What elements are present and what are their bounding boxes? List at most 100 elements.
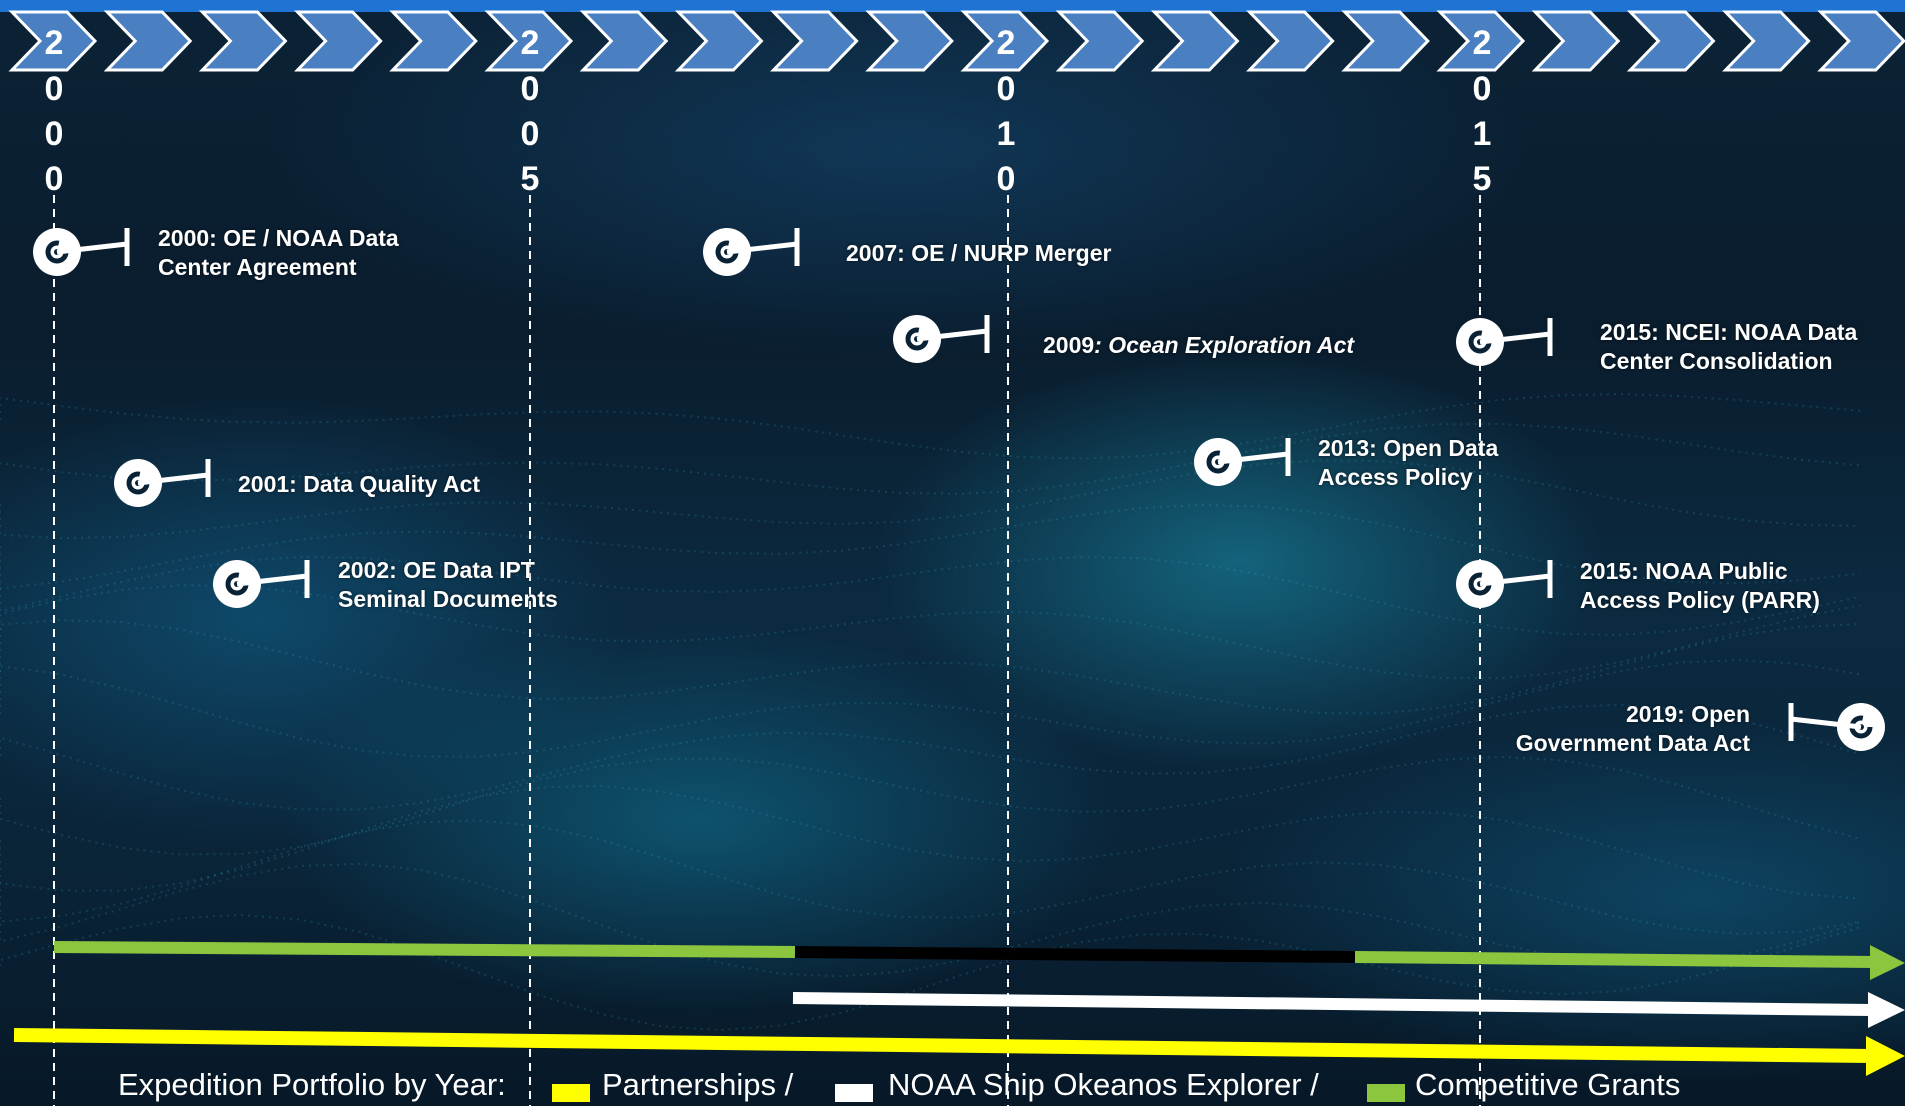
timeline-chevron [294, 10, 383, 72]
event-label-2002: 2002: OE Data IPT Seminal Documents [338, 556, 558, 614]
timeline-chevron [389, 10, 478, 72]
year-digit: 0 [44, 115, 64, 153]
timeline-chevron [103, 10, 193, 72]
legend-label-partnerships: Partnerships / [602, 1067, 794, 1102]
timeline-chevron [1722, 10, 1811, 72]
year-digit: 0 [520, 115, 540, 153]
timeline-chevron [674, 10, 764, 72]
legend-swatch-okeanos [835, 1084, 873, 1102]
event-line: Center Agreement [158, 254, 357, 280]
year-digit: 0 [1472, 70, 1492, 108]
event-label-2000: 2000: OE / NOAA Data Center Agreement [158, 224, 399, 282]
event-connector [56, 241, 128, 255]
event-connector [726, 241, 798, 255]
legend-swatch-grants [1367, 1084, 1405, 1102]
timeline-chevron [960, 10, 1050, 72]
event-connector [1790, 716, 1862, 730]
event-label-2019: 2019: Open Government Data Act [1470, 700, 1750, 758]
year-digit: 2 [44, 24, 64, 62]
event-connector [236, 573, 308, 587]
event-label-2015-parr: 2015: NOAA Public Access Policy (PARR) [1580, 557, 1820, 615]
partnerships-arrowhead [1866, 1036, 1905, 1076]
grants-arrowhead [1870, 945, 1905, 980]
year-digit: 2 [996, 24, 1016, 62]
year-digit: 5 [520, 160, 540, 198]
legend-title: Expedition Portfolio by Year: [118, 1067, 506, 1102]
year-digit: 0 [520, 70, 540, 108]
timeline-chevron [865, 10, 954, 72]
okeanos-arrowhead [1868, 992, 1905, 1028]
event-line: 2015: NCEI: NOAA Data [1600, 319, 1858, 345]
event-connector [1479, 573, 1551, 587]
event-label-2015-ncei: 2015: NCEI: NOAA Data Center Consolidati… [1600, 318, 1857, 376]
year-digit: 1 [1472, 115, 1492, 153]
timeline-chevron [198, 10, 288, 72]
timeline-chevron [1436, 10, 1526, 72]
event-line: 2019: Open [1626, 701, 1750, 727]
partnerships-arrow-line [13, 1028, 1873, 1063]
event-line: 2013: Open Data [1318, 435, 1499, 461]
year-digit: 0 [996, 160, 1016, 198]
legend-label-okeanos: NOAA Ship Okeanos Explorer / [888, 1067, 1319, 1102]
event-label-2001: 2001: Data Quality Act [238, 470, 480, 499]
timeline-chevron [1246, 10, 1335, 72]
legend: Expedition Portfolio by Year: Partnershi… [0, 1064, 1905, 1106]
terrain-wave-line [0, 703, 1861, 811]
terrain-wave-line [0, 584, 1861, 680]
event-line: Seminal Documents [338, 586, 558, 612]
event-connector [1217, 451, 1289, 465]
timeline-chevron [770, 10, 859, 72]
terrain-wave-line [0, 784, 1861, 900]
event-label-2009: 2009: Ocean Exploration Act [1043, 331, 1354, 360]
top-accent-bar [0, 0, 1905, 12]
event-year: 2009 [1043, 332, 1095, 358]
timeline-chevron [8, 10, 98, 72]
year-digit: 2 [520, 24, 540, 62]
legend-label-grants: Competitive Grants [1415, 1067, 1681, 1102]
event-line: 2015: NOAA Public [1580, 558, 1788, 584]
event-line: Center Consolidation [1600, 348, 1833, 374]
terrain-wave-line [0, 422, 1861, 495]
grants-arrow-segment [53, 941, 796, 958]
timeline-chevron [1055, 10, 1145, 72]
year-digit: 5 [1472, 160, 1492, 198]
timeline-chevron [1626, 10, 1716, 72]
event-label-2013: 2013: Open Data Access Policy [1318, 434, 1498, 492]
timeline-chevron [579, 10, 669, 72]
event-connector [1479, 331, 1551, 345]
event-line: 2002: OE Data IPT [338, 557, 535, 583]
event-title: : Ocean Exploration Act [1094, 332, 1355, 358]
terrain-wave-line [0, 913, 1861, 1032]
terrain-wave-line [0, 393, 1861, 460]
event-label-2007: 2007: OE / NURP Merger [846, 239, 1111, 268]
year-digit: 2 [1472, 24, 1492, 62]
event-line: 2007: OE / NURP Merger [846, 240, 1112, 266]
event-line: 2001: Data Quality Act [238, 471, 481, 497]
terrain-wave-line [0, 555, 1861, 636]
terrain-wave-line [0, 755, 1861, 856]
terrain-wave-line [0, 503, 1861, 590]
event-connector [137, 472, 209, 486]
timeline-chevron [1817, 10, 1905, 72]
legend-swatch-partnerships [552, 1084, 590, 1102]
event-line: 2000: OE / NOAA Data [158, 225, 399, 251]
year-digit: 0 [44, 160, 64, 198]
okeanos-arrow-line [792, 992, 1873, 1016]
year-digit: 1 [996, 115, 1016, 153]
terrain-wave-line [0, 659, 1861, 758]
event-line: Government Data Act [1515, 730, 1750, 756]
grants-gap-segment [794, 946, 1356, 963]
event-line: Access Policy (PARR) [1580, 587, 1820, 613]
grants-arrow-segment [1354, 951, 1876, 968]
year-digit: 0 [996, 70, 1016, 108]
timeline-chevron [1341, 10, 1430, 72]
timeline-chevron [1531, 10, 1621, 72]
timeline-chevron [484, 10, 574, 72]
event-connector [916, 328, 988, 342]
year-digit: 0 [44, 70, 64, 108]
terrain-wave-line [0, 619, 1861, 715]
timeline-chevron [1150, 10, 1240, 72]
event-line: Access Policy [1318, 464, 1473, 490]
